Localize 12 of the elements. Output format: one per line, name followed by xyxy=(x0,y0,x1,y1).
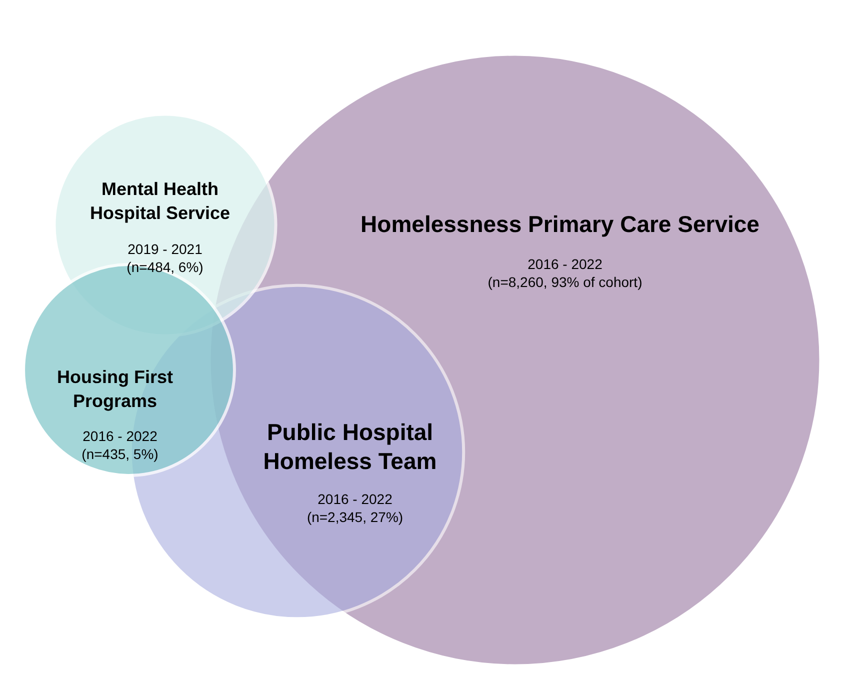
text: 2016 - 2022 xyxy=(82,428,158,444)
category-label: Mental Health Hospital Service xyxy=(90,179,230,223)
data-label: (n=435, 5%) xyxy=(82,446,158,462)
text: 2019 - 2021 xyxy=(128,241,203,257)
data-label: (n=484, 6%) xyxy=(126,259,204,275)
category-label: Housing First Programs xyxy=(57,367,174,411)
category-label: Homelessness Primary Care Service xyxy=(360,211,760,237)
data-label: (n=8,260, 93% of cohort) xyxy=(488,274,642,290)
text: 2016 - 2022 xyxy=(528,256,603,272)
category-label: Public Hospital Homeless Team xyxy=(263,419,437,474)
text: 2016 - 2022 xyxy=(318,491,393,507)
data-label: (n=2,345, 27%) xyxy=(306,509,404,525)
